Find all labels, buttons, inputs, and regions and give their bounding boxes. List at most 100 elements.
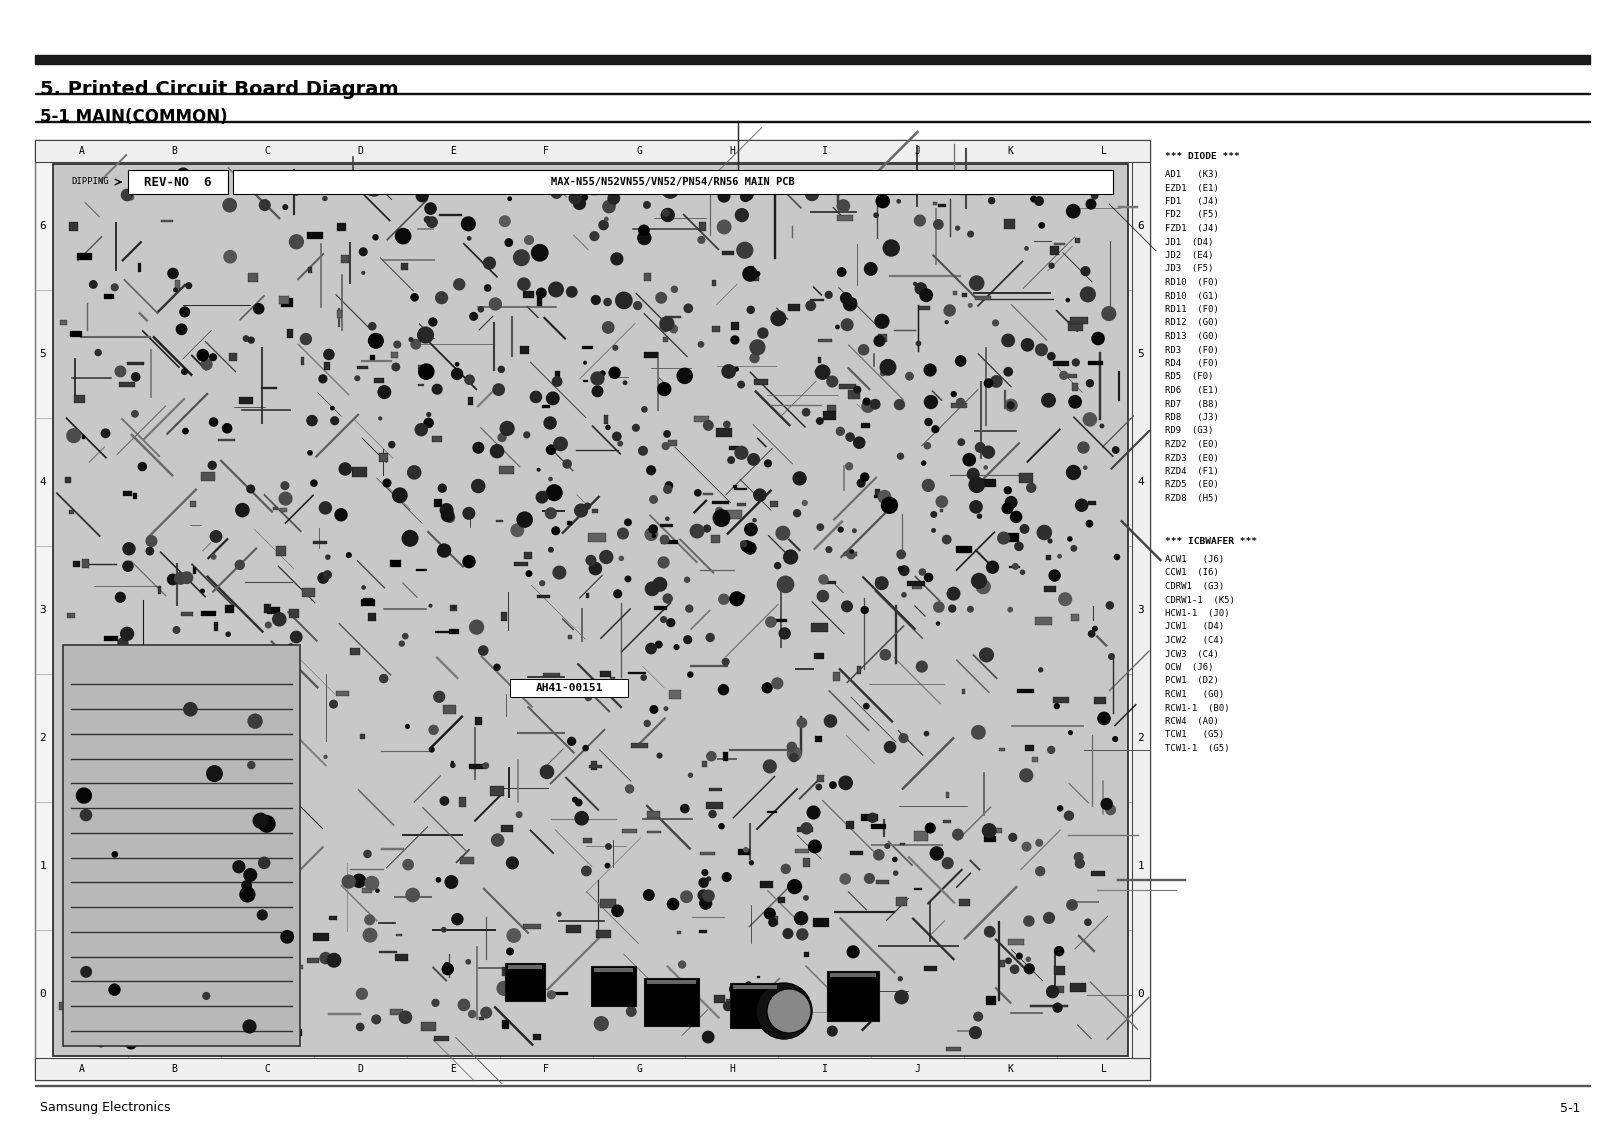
Bar (757, 976, 760, 978)
Circle shape (837, 200, 850, 212)
Text: 5-1 MAIN(COMMON): 5-1 MAIN(COMMON) (40, 108, 227, 126)
Circle shape (410, 293, 419, 301)
Bar (138, 264, 141, 272)
Circle shape (659, 316, 675, 332)
Bar (450, 629, 459, 634)
Circle shape (576, 799, 582, 806)
Circle shape (331, 406, 334, 410)
Text: 1: 1 (1138, 861, 1144, 871)
Circle shape (843, 298, 856, 310)
Circle shape (898, 550, 906, 558)
Circle shape (925, 823, 934, 833)
Circle shape (723, 421, 730, 428)
Circle shape (707, 752, 715, 761)
Bar (280, 297, 290, 303)
Circle shape (498, 434, 506, 441)
Text: JD3  (F5): JD3 (F5) (1165, 265, 1213, 274)
Circle shape (467, 235, 472, 241)
Circle shape (258, 815, 275, 833)
Circle shape (400, 1011, 411, 1023)
Circle shape (661, 208, 675, 222)
Bar (301, 357, 304, 366)
Circle shape (429, 747, 434, 752)
Circle shape (280, 929, 294, 944)
Circle shape (795, 911, 808, 925)
Circle shape (523, 515, 531, 523)
Bar (738, 504, 746, 506)
Circle shape (968, 477, 986, 494)
Bar (810, 299, 824, 301)
Circle shape (958, 439, 965, 445)
Circle shape (590, 371, 605, 386)
Circle shape (694, 489, 702, 497)
Circle shape (971, 573, 987, 589)
Circle shape (1005, 497, 1018, 508)
Text: *** DIODE ***: *** DIODE *** (1165, 152, 1240, 161)
Text: RD4   (F0): RD4 (F0) (1165, 359, 1219, 368)
Circle shape (874, 213, 878, 218)
Circle shape (744, 848, 749, 852)
Circle shape (718, 685, 728, 695)
Bar (610, 677, 616, 687)
Bar (194, 567, 197, 574)
Circle shape (435, 183, 445, 194)
Text: RZD3  (E0): RZD3 (E0) (1165, 454, 1219, 463)
Circle shape (741, 541, 752, 551)
Circle shape (893, 857, 898, 861)
Bar (307, 232, 323, 239)
Circle shape (1021, 338, 1034, 352)
Bar (229, 353, 237, 361)
Circle shape (182, 428, 189, 434)
Bar (1026, 745, 1034, 752)
Text: J: J (915, 1064, 920, 1074)
Circle shape (173, 627, 179, 633)
Circle shape (1035, 840, 1043, 846)
Bar (714, 995, 725, 1003)
Circle shape (146, 535, 157, 547)
Circle shape (678, 961, 686, 968)
Bar (590, 966, 635, 1006)
Bar (338, 310, 342, 318)
Text: HCW1-1  (J0): HCW1-1 (J0) (1165, 609, 1229, 618)
Circle shape (357, 988, 368, 1000)
Circle shape (178, 168, 189, 180)
Circle shape (1035, 343, 1048, 357)
Text: RZD5  (E0): RZD5 (E0) (1165, 480, 1219, 489)
Text: RD10  (F0): RD10 (F0) (1165, 278, 1219, 288)
Bar (218, 439, 235, 440)
Bar (896, 897, 907, 906)
Circle shape (752, 518, 757, 523)
Circle shape (661, 181, 678, 199)
Circle shape (874, 335, 885, 346)
Circle shape (342, 875, 355, 889)
Circle shape (605, 424, 611, 430)
Circle shape (656, 641, 662, 648)
Circle shape (662, 209, 670, 217)
Bar (933, 201, 936, 205)
Circle shape (493, 384, 506, 396)
Circle shape (248, 713, 262, 729)
Circle shape (77, 670, 85, 678)
Bar (762, 1006, 768, 1013)
Bar (550, 992, 568, 995)
Circle shape (462, 507, 475, 520)
Circle shape (603, 200, 614, 213)
Circle shape (434, 692, 445, 702)
Circle shape (362, 271, 365, 275)
Bar (280, 765, 298, 767)
Bar (754, 379, 768, 386)
Bar (202, 472, 214, 481)
Circle shape (368, 321, 376, 331)
Circle shape (478, 646, 488, 655)
Circle shape (1066, 465, 1082, 480)
Bar (53, 164, 1128, 1056)
Circle shape (1024, 963, 1034, 974)
Circle shape (1085, 198, 1096, 209)
Bar (336, 691, 349, 696)
Circle shape (1067, 537, 1072, 542)
Bar (666, 316, 682, 318)
Circle shape (794, 472, 806, 484)
Circle shape (363, 850, 371, 858)
Circle shape (168, 268, 178, 278)
Circle shape (186, 283, 192, 289)
